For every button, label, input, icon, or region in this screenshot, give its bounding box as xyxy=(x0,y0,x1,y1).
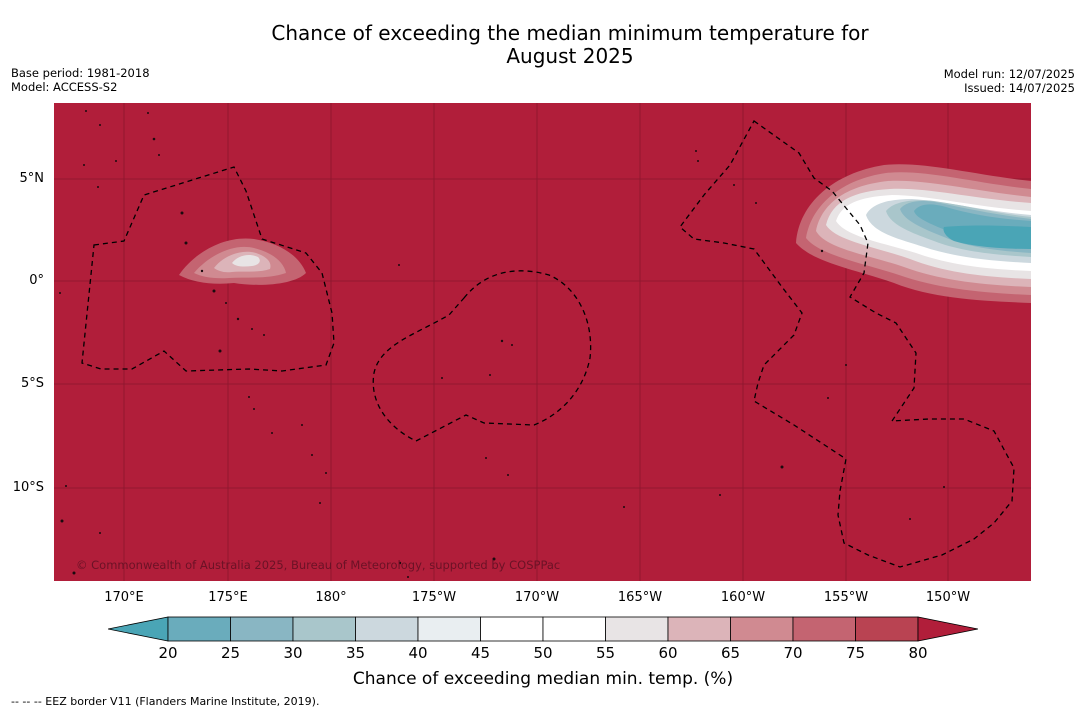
lon-label-155w: 155°W xyxy=(823,590,869,605)
lon-label-165w: 165°W xyxy=(617,590,663,605)
meta-left: Base period: 1981-2018 Model: ACCESS-S2 xyxy=(11,66,150,94)
colorbar-segment xyxy=(417,616,481,642)
eez-borders xyxy=(81,120,1015,568)
map-canvas xyxy=(54,103,1031,581)
colorbar-tick-label: 25 xyxy=(220,644,241,662)
colorbar-tick-label: 80 xyxy=(908,644,928,662)
issued-date: Issued: 14/07/2025 xyxy=(964,81,1075,95)
colorbar-tick-label: 20 xyxy=(158,644,178,662)
colorbar-segment xyxy=(292,616,356,642)
copyright-notice: © Commonwealth of Australia 2025, Bureau… xyxy=(76,558,561,572)
colorbar-segment xyxy=(792,616,856,642)
lon-label-180: 180° xyxy=(315,590,347,605)
model-run: Model run: 12/07/2025 xyxy=(943,67,1075,81)
colorbar-tick-label: 40 xyxy=(408,644,428,662)
colorbar-tick-label: 60 xyxy=(658,644,678,662)
lon-label-170e: 170°E xyxy=(104,590,144,605)
model-name: Model: ACCESS-S2 xyxy=(11,80,118,94)
colorbar-segment xyxy=(730,616,794,642)
colorbar-tick-label: 50 xyxy=(533,644,553,662)
islands xyxy=(59,110,945,578)
lon-label-160w: 160°W xyxy=(720,590,766,605)
lat-label-5s: 5°S xyxy=(20,376,44,391)
eez-footnote: -- -- -- EEZ border V11 (Flanders Marine… xyxy=(11,695,320,708)
meta-right: Model run: 12/07/2025 Issued: 14/07/2025 xyxy=(944,67,1075,95)
lat-label-10s: 10°S xyxy=(12,480,44,495)
gridlines xyxy=(54,103,1031,581)
colorbar-segment xyxy=(167,616,231,642)
colorbar-ticks: 20 25 30 35 40 45 50 55 60 65 70 75 80 xyxy=(0,644,1085,662)
map-panel: © Commonwealth of Australia 2025, Bureau… xyxy=(54,103,1031,581)
colorbar-segment xyxy=(542,616,606,642)
lon-label-175e: 175°E xyxy=(208,590,248,605)
colorbar-segment xyxy=(855,616,919,642)
colorbar-segment xyxy=(355,616,419,642)
colorbar-segment xyxy=(480,616,544,642)
colorbar-svg xyxy=(107,616,979,642)
colorbar xyxy=(107,616,979,642)
title-line-1: Chance of exceeding the median minimum t… xyxy=(271,21,869,45)
colorbar-tick-label: 45 xyxy=(470,644,491,662)
colorbar-label: Chance of exceeding median min. temp. (%… xyxy=(352,669,734,689)
colorbar-tick-label: 30 xyxy=(283,644,303,662)
colorbar-tick-label: 75 xyxy=(845,644,866,662)
map-title: Chance of exceeding the median minimum t… xyxy=(200,22,940,68)
lon-label-150w: 150°W xyxy=(925,590,971,605)
colorbar-tick-label: 35 xyxy=(345,644,366,662)
colorbar-tick-label: 70 xyxy=(783,644,803,662)
lat-label-5n: 5°N xyxy=(19,171,45,186)
lat-label-0: 0° xyxy=(29,273,44,288)
colorbar-segment xyxy=(605,616,669,642)
colorbar-extend-low xyxy=(107,616,169,642)
colorbar-segment xyxy=(667,616,731,642)
base-period: Base period: 1981-2018 xyxy=(11,66,150,80)
colorbar-extend-high xyxy=(917,616,979,642)
anomaly-patch-east xyxy=(796,164,1031,303)
lon-label-175w: 175°W xyxy=(411,590,457,605)
colorbar-tick-label: 55 xyxy=(595,644,616,662)
lon-label-170w: 170°W xyxy=(514,590,560,605)
colorbar-tick-label: 65 xyxy=(720,644,741,662)
anomaly-patch-west xyxy=(179,238,306,285)
title-line-2: August 2025 xyxy=(506,44,634,68)
colorbar-segment xyxy=(230,616,294,642)
